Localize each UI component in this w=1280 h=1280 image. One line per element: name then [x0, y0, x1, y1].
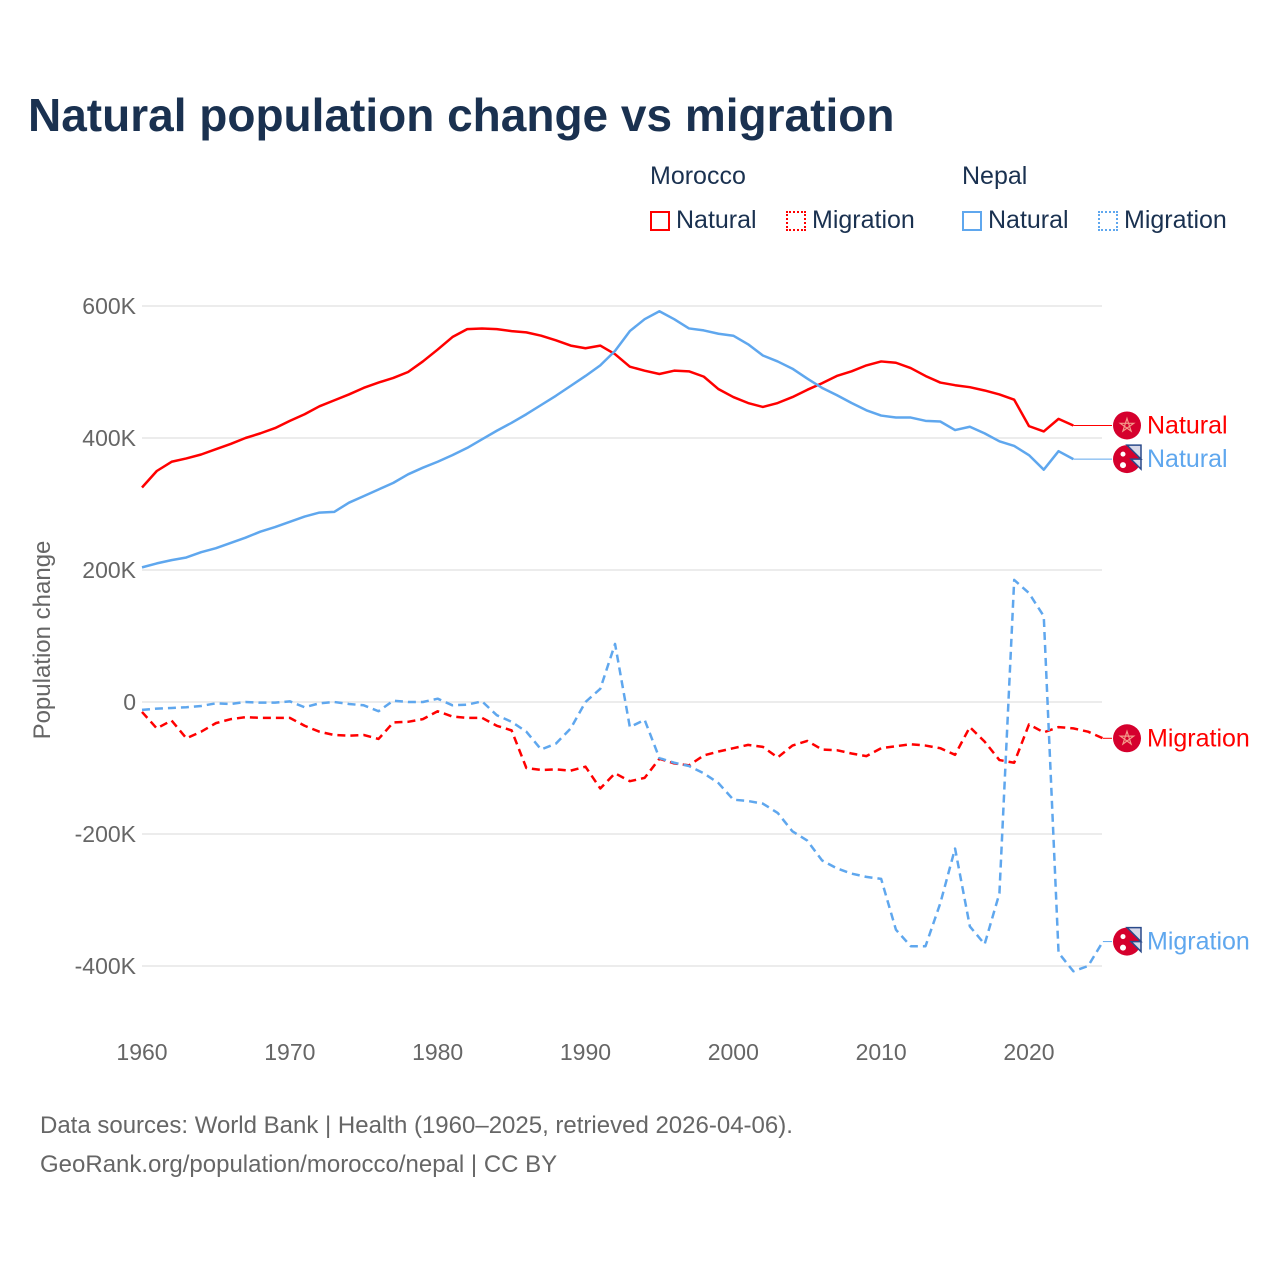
solid-swatch-icon — [962, 210, 982, 231]
x-tick-label: 1980 — [412, 1039, 463, 1065]
dotted-swatch-icon — [786, 210, 806, 231]
series-end-label: Natural — [1147, 445, 1228, 473]
legend-label: Migration — [812, 206, 915, 234]
legend-nepal-natural[interactable]: Natural — [962, 206, 1069, 235]
dotted-swatch-icon — [1098, 210, 1118, 231]
legend-morocco-migration[interactable]: Migration — [786, 206, 915, 235]
flag-pennant — [1125, 444, 1143, 471]
x-tick-label: 1960 — [116, 1039, 167, 1065]
legend-label: Natural — [988, 206, 1069, 234]
series-line-nepal-natural — [141, 310, 1074, 569]
star-icon — [1118, 416, 1136, 433]
footer: Data sources: World Bank | Health (1960–… — [40, 1106, 793, 1184]
morocco-flag-icon — [1113, 724, 1141, 753]
footer-sources: Data sources: World Bank | Health (1960–… — [40, 1112, 793, 1139]
series-end-label: Natural — [1147, 411, 1228, 439]
series-end-label: Migration — [1147, 928, 1250, 956]
sun — [1120, 944, 1126, 951]
legend-label: Natural — [676, 206, 757, 234]
solid-swatch-icon — [650, 210, 670, 231]
flag-pennant — [1125, 926, 1143, 954]
moon — [1120, 451, 1126, 457]
series-end-label: Migration — [1147, 724, 1250, 752]
legend-group-nepal: Nepal — [962, 162, 1028, 190]
y-tick-label: 600K — [82, 293, 136, 319]
moon — [1120, 934, 1126, 940]
nepal-flag-icon — [1113, 444, 1143, 474]
y-tick-label: 0 — [123, 689, 136, 715]
sun — [1120, 462, 1126, 469]
series-line-morocco-migration — [141, 709, 1104, 790]
morocco-flag-icon — [1113, 411, 1141, 440]
legend-morocco-natural[interactable]: Natural — [650, 206, 757, 235]
legend-nepal-migration[interactable]: Migration — [1098, 206, 1227, 235]
star-icon — [1118, 729, 1136, 746]
series-line-morocco-natural — [141, 327, 1074, 489]
chart-title: Natural population change vs migration — [28, 89, 895, 141]
flag-circle — [1113, 724, 1141, 753]
x-tick-label: 1970 — [264, 1039, 315, 1065]
nepal-flag-icon — [1113, 926, 1143, 956]
legend-label: Migration — [1124, 206, 1227, 234]
series-line-nepal-migration — [141, 578, 1104, 973]
y-tick-label: -200K — [75, 821, 137, 847]
y-tick-label: -400K — [75, 953, 137, 979]
y-tick-label: 400K — [82, 425, 136, 451]
legend-group-morocco: Morocco — [650, 162, 746, 190]
x-tick-label: 2020 — [1003, 1039, 1054, 1065]
y-tick-label: 200K — [82, 557, 136, 583]
flag-circle — [1113, 411, 1141, 440]
footer-link[interactable]: GeoRank.org/population/morocco/nepal | C… — [40, 1151, 558, 1178]
x-tick-label: 2000 — [708, 1039, 759, 1065]
x-tick-label: 2010 — [856, 1039, 907, 1065]
y-axis-label: Population change — [29, 541, 56, 740]
x-tick-label: 1990 — [560, 1039, 611, 1065]
